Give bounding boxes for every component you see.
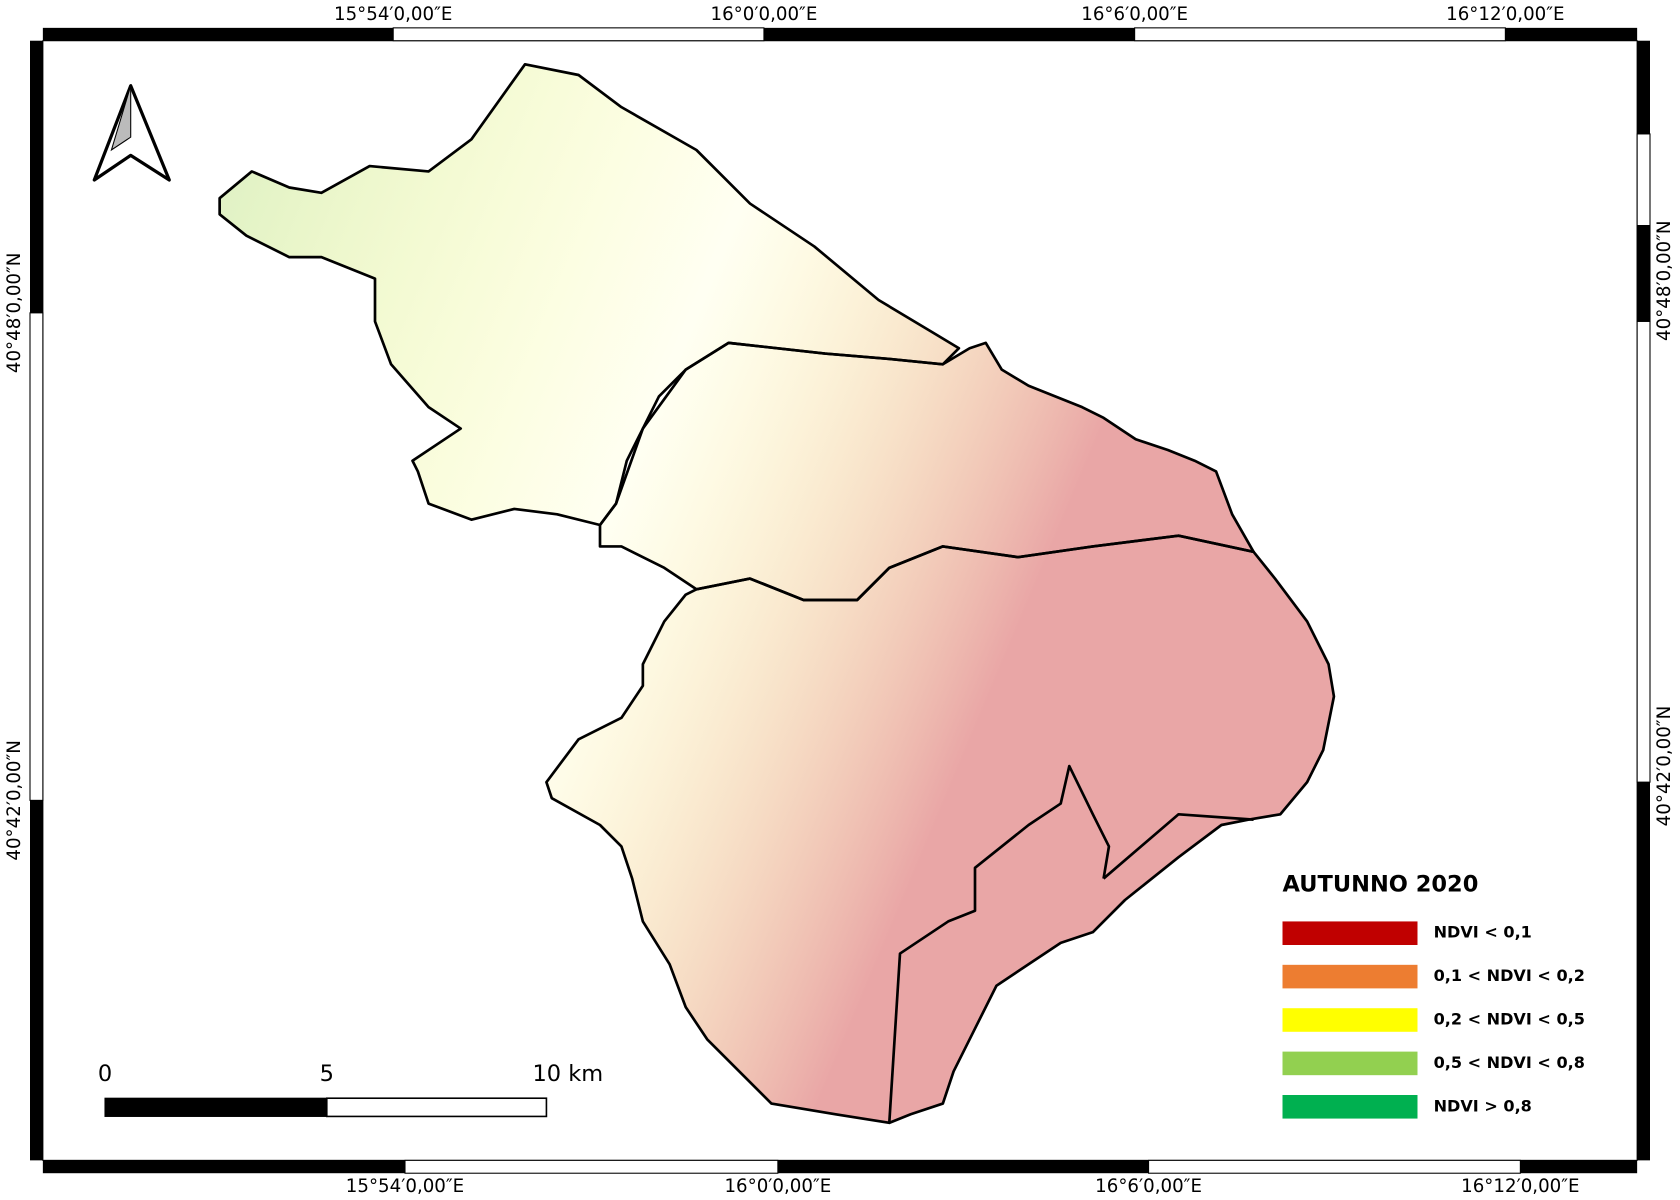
legend-swatch [1282, 964, 1418, 989]
latitude-label: 40°48′0,00″N [4, 253, 25, 374]
legend-swatch [1282, 1008, 1418, 1032]
longitude-label: 16°12′0,00″E [1461, 1176, 1579, 1197]
frame-bands [29, 27, 1651, 1174]
latitude-label: 40°48′0,00″N [1654, 220, 1675, 341]
longitude-label: 16°6′0,00″E [1081, 4, 1188, 25]
boundaries [218, 62, 1336, 1125]
legend-swatch [1282, 1051, 1418, 1076]
legend-swatch [1282, 921, 1418, 945]
legend-swatch [1282, 1095, 1418, 1119]
legend-label: NDVI > 0,8 [1434, 1096, 1532, 1115]
longitude-label: 15°54′0,00″E [334, 4, 452, 25]
scale-label: 0 [98, 1061, 112, 1087]
labels: 15°54′0,00″E 16°0′0,00″E 16°6′0,00″E 16°12′… [4, 4, 1675, 1197]
legend-label: 0,2 < NDVI < 0,5 [1434, 1009, 1585, 1028]
latitude-label: 40°42′0,00″N [1654, 706, 1675, 827]
scale-label: 10 km [532, 1061, 603, 1087]
longitude-label: 16°12′0,00″E [1446, 4, 1564, 25]
legend-label: NDVI < 0,1 [1434, 923, 1532, 942]
longitude-label: 16°0′0,00″E [711, 4, 818, 25]
legend-label: 0,5 < NDVI < 0,8 [1434, 1053, 1585, 1072]
longitude-label: 16°0′0,00″E [724, 1176, 831, 1197]
legend-title: AUTUNNO 2020 [1283, 872, 1479, 898]
north-arrow [92, 84, 171, 182]
longitude-label: 15°54′0,00″E [346, 1176, 464, 1197]
scale-bar [104, 1097, 548, 1118]
legend-label: 0,1 < NDVI < 0,2 [1434, 966, 1585, 985]
scale-label: 5 [320, 1061, 334, 1087]
longitude-label: 16°6′0,00″E [1095, 1176, 1202, 1197]
latitude-label: 40°42′0,00″N [4, 740, 25, 861]
